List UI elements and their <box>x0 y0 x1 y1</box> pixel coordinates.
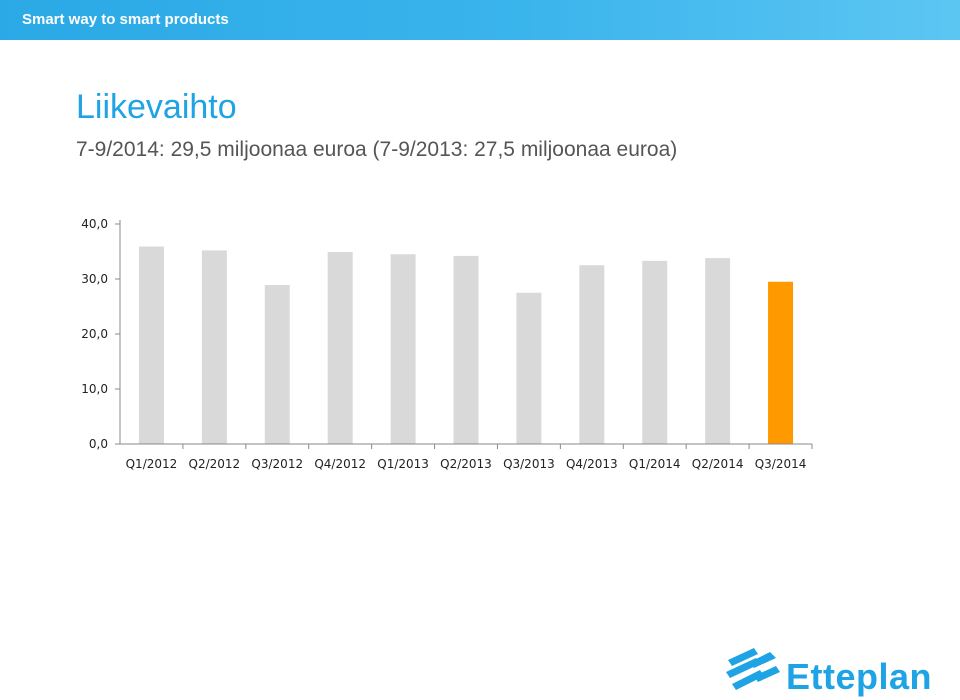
bars <box>138 246 794 444</box>
x-tick-label: Q2/2012 <box>189 457 241 471</box>
logo-text: Etteplan <box>786 656 933 697</box>
y-tick-label: 0,0 <box>89 437 108 451</box>
x-tick-label: Q1/2013 <box>377 457 429 471</box>
top-banner: Smart way to smart products <box>0 0 960 40</box>
bar-q4-2012 <box>327 252 353 444</box>
x-tick-label: Q1/2012 <box>126 457 178 471</box>
page-subtitle: 7-9/2014: 29,5 miljoonaa euroa (7-9/2013… <box>76 138 678 161</box>
y-tick-label: 30,0 <box>81 272 108 286</box>
bar-q3-2014 <box>768 281 794 444</box>
x-tick-label: Q4/2013 <box>566 457 618 471</box>
bar-q4-2013 <box>579 265 605 444</box>
banner-text: Smart way to smart products <box>22 11 229 28</box>
x-tick-label: Q4/2012 <box>314 457 366 471</box>
x-axis-ticks <box>182 444 813 449</box>
bar-q1-2014 <box>642 260 668 444</box>
bar-q3-2012 <box>264 285 290 444</box>
bar-q2-2012 <box>201 250 227 444</box>
bar-q2-2014 <box>705 258 731 444</box>
bar-q1-2012 <box>138 246 164 444</box>
bar-q1-2013 <box>390 254 416 444</box>
x-tick-label: Q3/2014 <box>755 457 807 471</box>
y-axis-ticks: 0,0 10,0 20,0 30,0 40,0 <box>81 217 120 451</box>
x-tick-label: Q1/2014 <box>629 457 681 471</box>
y-tick-label: 20,0 <box>81 327 108 341</box>
bar-q3-2013 <box>516 292 542 444</box>
y-tick-label: 10,0 <box>81 382 108 396</box>
x-axis-labels: Q1/2012 Q2/2012 Q3/2012 Q4/2012 Q1/2013 Q2/20… <box>126 457 807 471</box>
bar-q2-2013 <box>453 255 479 444</box>
y-tick-label: 40,0 <box>81 217 108 231</box>
x-tick-label: Q2/2013 <box>440 457 492 471</box>
x-tick-label: Q3/2013 <box>503 457 555 471</box>
x-tick-label: Q3/2012 <box>251 457 303 471</box>
page-title: Liikevaihto <box>76 88 237 126</box>
etteplan-logo-icon <box>726 648 780 690</box>
x-tick-label: Q2/2014 <box>692 457 744 471</box>
